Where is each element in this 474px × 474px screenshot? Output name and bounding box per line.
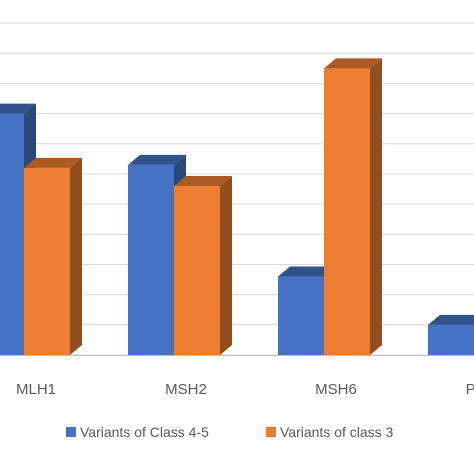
bar-front xyxy=(324,68,370,355)
bar-front xyxy=(278,276,324,355)
bar-front xyxy=(174,186,220,355)
bar-msh2-series-2 xyxy=(174,176,232,355)
bar-top xyxy=(278,266,336,277)
legend-swatch xyxy=(66,427,76,437)
legend: Variants of Class 4-5 Variants of class 3 xyxy=(66,424,394,440)
bar-top xyxy=(0,103,36,114)
bar-front xyxy=(128,164,174,355)
legend-label: Variants of class 3 xyxy=(280,424,394,440)
x-tick-label: MLH1 xyxy=(16,381,56,398)
bar-side xyxy=(70,157,82,355)
x-tick-label: PMS2 xyxy=(466,381,474,398)
bar-mlh1-series-2 xyxy=(24,157,82,355)
x-tick-label: MSH2 xyxy=(165,381,207,398)
bar-front xyxy=(428,324,474,355)
bar-top xyxy=(24,157,82,168)
bar-top xyxy=(324,58,382,69)
bar-pms2-series-1 xyxy=(428,314,474,355)
legend-item: Variants of class 3 xyxy=(266,424,394,440)
bar-side xyxy=(220,176,232,355)
bar-front xyxy=(24,167,70,355)
bar-msh6-series-2 xyxy=(324,58,382,355)
bar-top xyxy=(428,314,474,325)
bar-top xyxy=(174,176,232,187)
x-tick-label: MSH6 xyxy=(315,381,357,398)
legend-label: Variants of Class 4-5 xyxy=(80,424,209,440)
bar-side xyxy=(370,58,382,355)
bar-top xyxy=(128,154,186,165)
bars xyxy=(0,58,474,355)
legend-item: Variants of Class 4-5 xyxy=(66,424,209,440)
x-axis-tick-labels: MLH1 MSH2 MSH6 PMS2 xyxy=(16,381,474,398)
legend-swatch xyxy=(266,427,276,437)
bar-front xyxy=(0,113,24,355)
